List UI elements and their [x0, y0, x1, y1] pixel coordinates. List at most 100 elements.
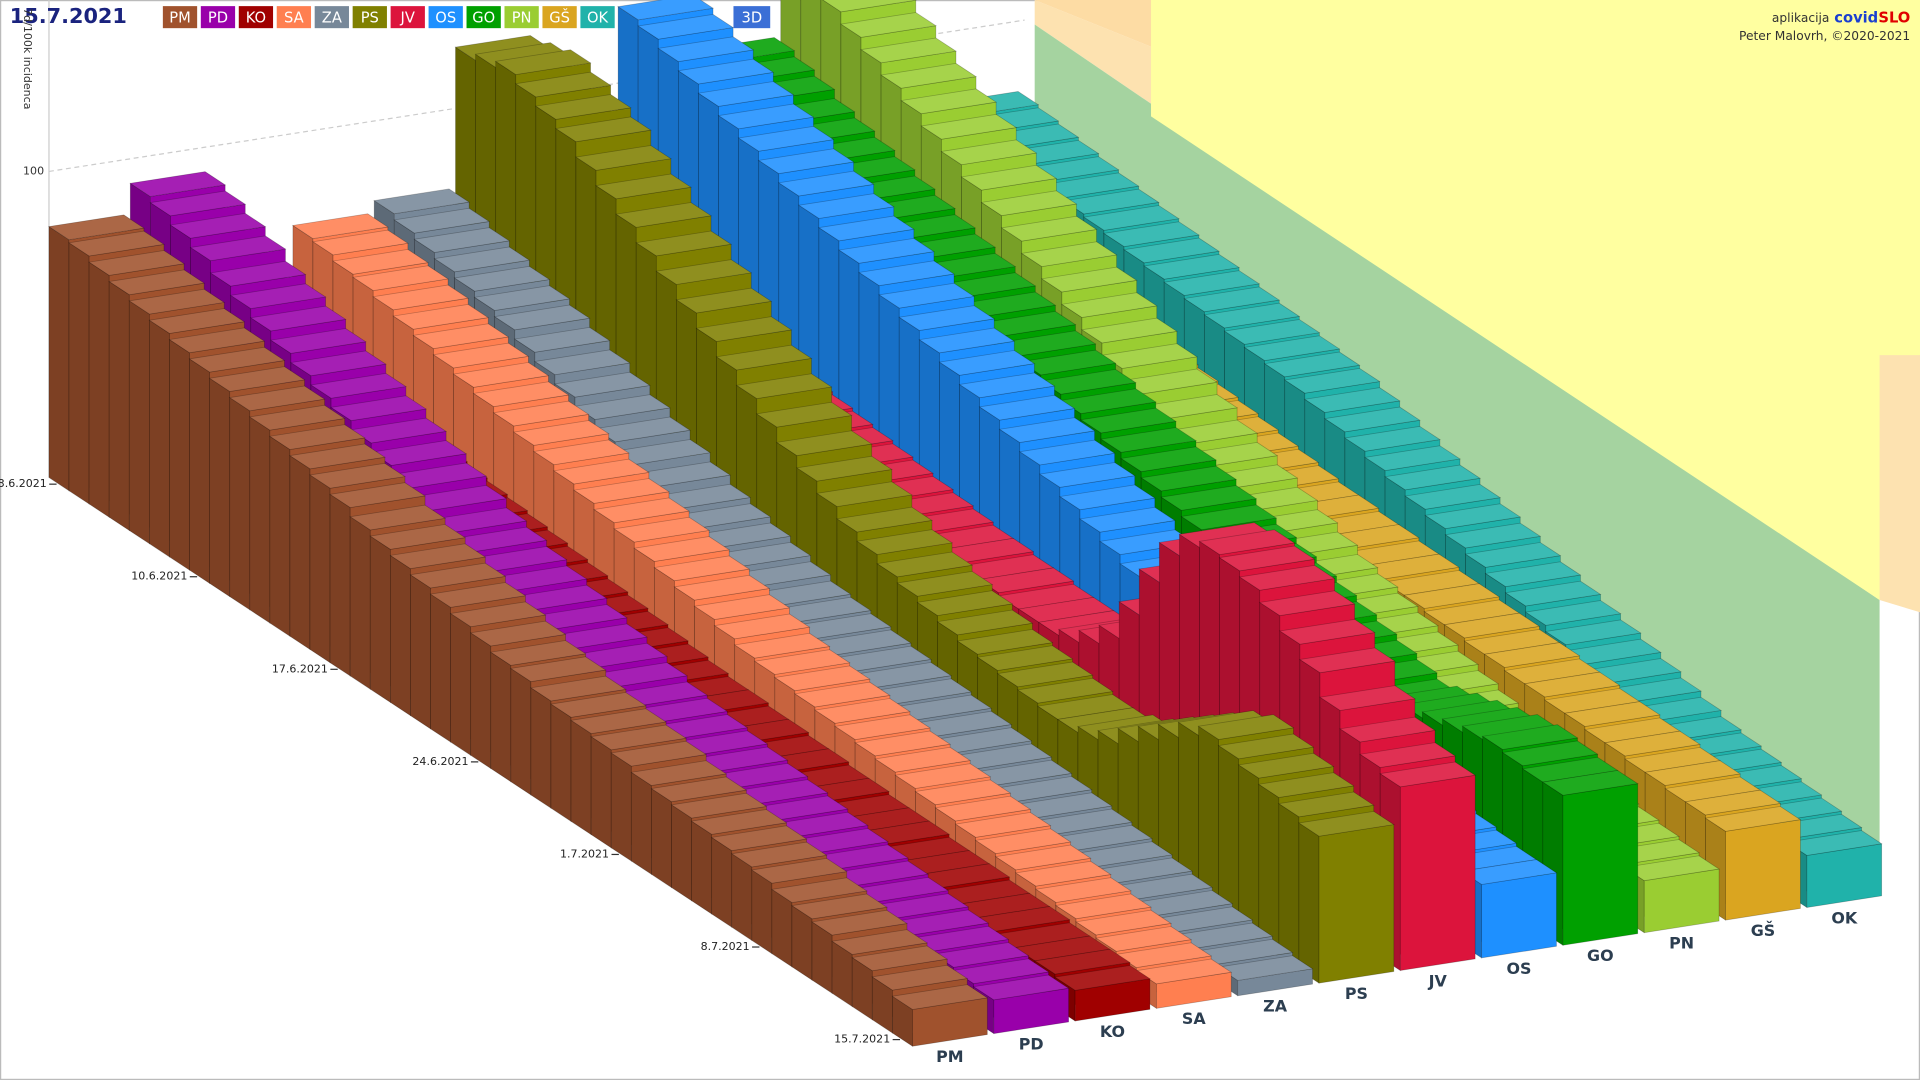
bar-side — [108, 280, 130, 532]
series-label: GŠ — [1751, 921, 1776, 940]
bar-top — [1524, 600, 1622, 626]
bar-top — [1020, 241, 1118, 267]
bar-top — [795, 455, 893, 482]
bar-side — [490, 651, 512, 783]
legend-swatch — [200, 6, 236, 29]
bar-top — [590, 724, 688, 751]
bar-top — [1018, 439, 1116, 466]
bar-top — [1444, 522, 1542, 549]
bar-top — [249, 305, 347, 332]
bar-top — [717, 103, 815, 130]
bar-top — [553, 371, 651, 398]
bar-side — [410, 574, 431, 730]
bar-top — [1343, 425, 1441, 452]
bar-top — [554, 116, 652, 143]
bar-side — [590, 735, 612, 849]
bar — [1541, 770, 1639, 946]
bar — [1460, 859, 1558, 959]
bar-top — [433, 246, 531, 273]
bar-top — [228, 385, 326, 412]
grid-line — [48, 19, 1025, 173]
bar-top — [934, 795, 1032, 822]
series-label: GO — [1587, 946, 1614, 965]
x-tick-label: 17.6.2021 — [272, 662, 328, 675]
bar-top — [777, 170, 875, 197]
bar-top — [1604, 730, 1701, 757]
bar-top — [369, 524, 467, 550]
bar-top — [710, 825, 808, 852]
legend-button[interactable]: OK — [580, 6, 615, 29]
bar-top — [47, 214, 145, 241]
bar-side — [48, 225, 70, 492]
bar-side — [1278, 802, 1300, 971]
legend-button[interactable]: GŠ — [542, 6, 577, 29]
bar-top — [831, 929, 929, 955]
bar-top — [529, 675, 627, 702]
legend-button[interactable]: PD — [200, 6, 236, 29]
bar-side — [1298, 822, 1320, 984]
bar-top — [838, 238, 935, 264]
credit-prefix: aplikacija — [1772, 11, 1829, 25]
bar-top — [494, 49, 592, 75]
bar-top — [773, 665, 871, 692]
bar — [1623, 855, 1721, 934]
bar-top — [168, 327, 266, 354]
bar-side — [249, 416, 271, 624]
legend-button[interactable]: PM — [162, 6, 198, 29]
x-tick-label: 15.7.2021 — [834, 1033, 890, 1046]
bar-front — [1562, 783, 1639, 946]
bar-top — [310, 372, 407, 399]
bar-side — [510, 667, 532, 796]
legend-button[interactable]: PN — [504, 6, 539, 29]
bar-top — [1034, 877, 1132, 903]
bar-top — [880, 63, 978, 89]
bar-top — [1100, 427, 1197, 453]
bar-front — [1481, 872, 1557, 959]
view-toggle-button[interactable]: 3D — [733, 6, 771, 29]
legend-swatch — [314, 6, 349, 29]
legend-button[interactable]: ZA — [314, 6, 349, 29]
bar-top — [1143, 253, 1241, 280]
x-tick-label: 24.6.2021 — [412, 755, 468, 768]
legend-swatch — [466, 6, 501, 29]
bar-side — [389, 554, 411, 717]
bar-top — [330, 395, 427, 421]
series-label: KO — [1100, 1022, 1125, 1041]
bar-top — [956, 629, 1054, 655]
legend-button[interactable]: GO — [466, 6, 501, 29]
bar-top — [637, 13, 735, 40]
bar-top — [655, 259, 753, 285]
bar-top — [188, 346, 286, 373]
bar-top — [1684, 789, 1782, 816]
bar-top — [851, 945, 949, 972]
bar-top — [514, 71, 612, 98]
legend-button[interactable]: PS — [352, 6, 387, 29]
bar-top — [248, 404, 346, 431]
bar-top — [1054, 965, 1151, 991]
bar-top — [630, 760, 728, 786]
legend-label: SA — [284, 9, 304, 26]
bar-top — [189, 235, 287, 262]
bar-top — [998, 417, 1096, 443]
bar-top — [980, 190, 1078, 217]
bar-side — [630, 771, 652, 875]
bar-top — [633, 536, 731, 562]
bar-side — [149, 319, 170, 558]
bar-side — [691, 820, 713, 915]
bar-top — [532, 439, 630, 466]
bar-top — [1303, 387, 1401, 413]
legend-button[interactable]: JV — [390, 6, 425, 29]
bar-top — [960, 164, 1058, 191]
bar-top — [289, 350, 387, 377]
bar-top — [858, 260, 955, 287]
legend-button[interactable]: OS — [428, 6, 463, 29]
bar-side — [209, 377, 231, 598]
legend-button[interactable]: KO — [238, 6, 274, 29]
bar-top — [169, 213, 267, 239]
legend-swatch — [238, 6, 274, 29]
bar — [891, 984, 989, 1047]
series-label: OS — [1507, 959, 1532, 978]
legend-button[interactable]: SA — [276, 6, 312, 29]
bar-top — [1323, 406, 1421, 433]
